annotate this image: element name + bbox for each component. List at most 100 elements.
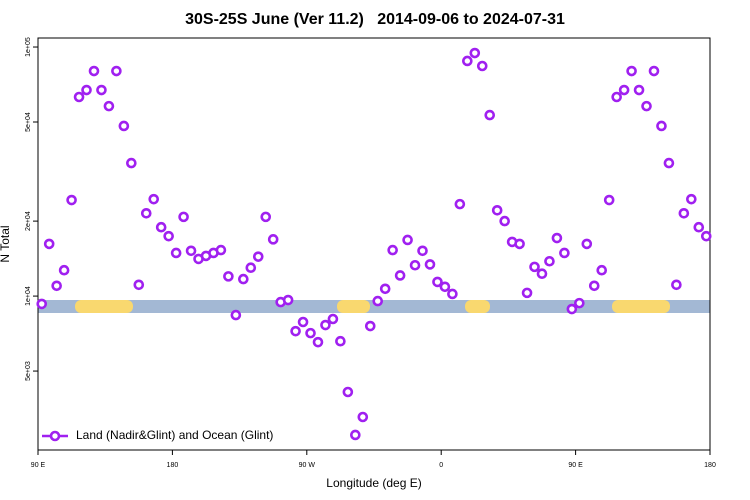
ocean-band: [38, 300, 710, 313]
point: [439, 281, 451, 293]
point: [342, 386, 354, 398]
point: [514, 238, 525, 250]
point: [686, 193, 697, 205]
point: [648, 65, 660, 77]
point: [88, 65, 100, 77]
point: [454, 198, 466, 210]
point: [447, 288, 458, 300]
point: [260, 211, 272, 223]
point: [148, 193, 160, 205]
point: [320, 319, 331, 331]
series: [36, 47, 712, 441]
point: [633, 84, 645, 96]
x-axis-label: Longitude (deg E): [326, 476, 421, 490]
x-tick-label: 90 E: [31, 462, 46, 469]
point: [603, 194, 615, 206]
land-band: [75, 300, 133, 313]
point: [693, 221, 705, 233]
point: [521, 287, 533, 299]
point: [484, 109, 496, 121]
point: [678, 207, 690, 219]
point: [469, 47, 481, 59]
point: [551, 232, 563, 244]
point: [544, 255, 555, 267]
point: [66, 194, 77, 206]
point: [155, 221, 167, 233]
point: [327, 313, 339, 325]
x-tick-label: 0: [439, 462, 443, 469]
point: [663, 157, 675, 169]
point: [73, 91, 85, 103]
plot-frame: [37, 37, 711, 451]
point: [499, 215, 510, 227]
point: [409, 259, 421, 271]
chart-title: 30S-25S June (Ver 11.2) 2014-09-06 to 20…: [185, 11, 565, 28]
point: [297, 316, 309, 328]
point: [574, 297, 585, 309]
surface-band: [38, 300, 710, 313]
point: [185, 245, 197, 257]
point: [581, 238, 593, 250]
x-tick-label: 90 E: [568, 462, 583, 469]
point: [641, 100, 652, 112]
point: [51, 280, 62, 292]
y-tick-label: 1e+05: [25, 37, 32, 57]
legend-label: Land (Nadir&Glint) and Ocean (Glint): [76, 428, 273, 442]
point: [379, 283, 391, 295]
point: [81, 84, 92, 96]
point: [245, 262, 257, 274]
point: [618, 84, 630, 96]
point: [588, 280, 600, 292]
y-tick-label: 5e+04: [25, 112, 32, 132]
point: [223, 271, 234, 282]
point: [364, 320, 376, 332]
point: [58, 264, 70, 276]
point: [230, 309, 242, 321]
point: [350, 429, 361, 441]
point: [626, 65, 637, 77]
point: [305, 327, 316, 339]
point: [215, 244, 227, 256]
legend-marker: [49, 430, 61, 442]
land-band: [612, 300, 670, 313]
point: [118, 120, 130, 132]
point: [170, 247, 182, 259]
point: [529, 261, 540, 273]
point: [163, 230, 174, 242]
legend: Land (Nadir&Glint) and Ocean (Glint): [42, 428, 273, 442]
y-axis-label: N Total: [0, 225, 12, 262]
point: [566, 303, 578, 315]
point: [36, 298, 48, 310]
point: [126, 157, 137, 169]
x-tick-label: 90 W: [299, 462, 316, 469]
y-tick-label: 1e+04: [25, 286, 32, 306]
point: [357, 411, 369, 423]
point: [335, 335, 346, 347]
point: [282, 294, 294, 306]
point: [111, 65, 122, 77]
point: [432, 276, 443, 288]
land-band: [337, 300, 370, 313]
point: [402, 234, 413, 246]
point: [43, 238, 55, 250]
point: [559, 247, 570, 259]
point: [372, 295, 384, 307]
point: [700, 230, 712, 242]
land-band: [465, 300, 490, 313]
point: [133, 279, 145, 291]
point: [596, 264, 608, 276]
point: [140, 207, 152, 219]
y-tick-label: 2e+04: [25, 211, 32, 231]
point: [96, 84, 107, 96]
point: [290, 325, 301, 337]
point: [312, 336, 324, 348]
point: [424, 259, 436, 270]
y-tick-label: 5e+03: [25, 361, 32, 381]
x-tick-label: 180: [167, 462, 179, 469]
point: [178, 211, 189, 223]
point: [387, 244, 398, 256]
point: [103, 100, 115, 112]
point: [491, 205, 503, 216]
